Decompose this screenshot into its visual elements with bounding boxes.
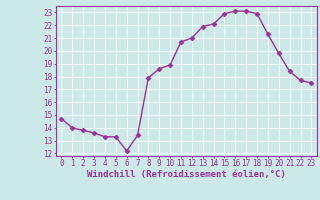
X-axis label: Windchill (Refroidissement éolien,°C): Windchill (Refroidissement éolien,°C) (87, 170, 286, 179)
